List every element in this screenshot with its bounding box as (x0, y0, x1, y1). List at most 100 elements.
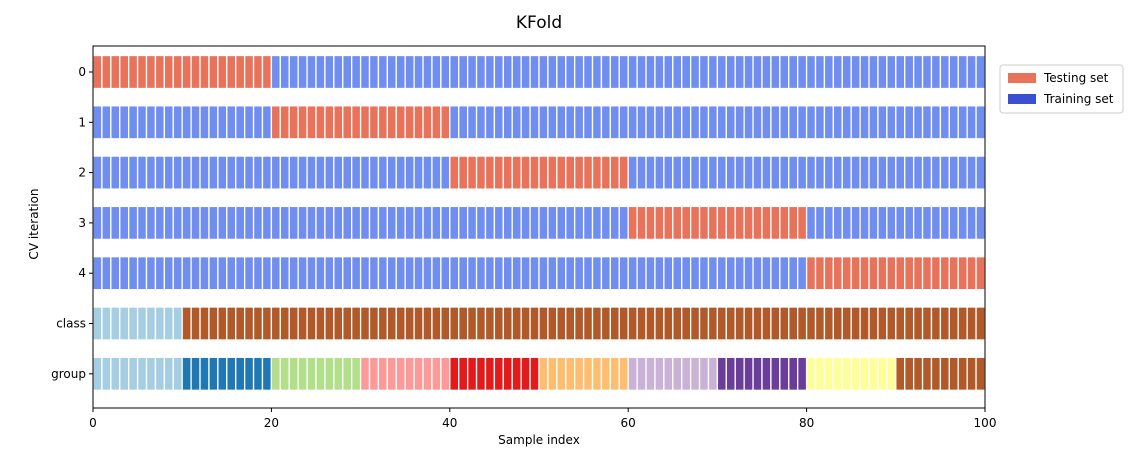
sample-bar-0-41 (458, 54, 469, 90)
sample-bar-group-8 (163, 356, 174, 391)
sample-bar-3-41 (458, 205, 469, 241)
sample-bar-3-50 (538, 205, 549, 241)
sample-bar-3-9 (172, 205, 183, 241)
sample-bar-3-46 (502, 205, 513, 241)
sample-bar-3-92 (912, 205, 924, 241)
sample-bar-4-92 (912, 256, 924, 291)
sample-bar-4-84 (841, 256, 852, 291)
sample-bar-group-57 (600, 356, 612, 391)
sample-bar-4-71 (725, 256, 736, 291)
sample-bar-4-2 (110, 256, 121, 291)
sample-bar-3-15 (226, 205, 237, 241)
sample-bar-3-49 (529, 205, 540, 241)
sample-bar-class-64 (663, 306, 674, 341)
sample-bar-2-31 (368, 155, 380, 190)
sample-bar-group-97 (957, 356, 968, 391)
sample-bar-group-42 (466, 356, 478, 391)
sample-bar-1-88 (877, 105, 888, 140)
sample-bar-class-60 (627, 306, 638, 341)
sample-bar-4-77 (779, 256, 790, 291)
sample-bar-group-19 (261, 356, 273, 391)
sample-bar-class-30 (359, 306, 371, 341)
legend-label-training: Training set (1043, 92, 1114, 106)
sample-bar-class-22 (288, 306, 299, 341)
sample-bar-class-91 (904, 306, 915, 341)
sample-bar-1-40 (449, 105, 460, 140)
sample-bar-4-99 (975, 256, 986, 291)
sample-bar-4-39 (440, 256, 451, 291)
sample-bar-class-65 (672, 306, 683, 341)
sample-bar-2-64 (663, 155, 674, 190)
sample-bar-3-4 (128, 205, 139, 241)
sample-bar-group-2 (110, 356, 121, 391)
sample-bar-0-49 (529, 54, 540, 90)
sample-bar-group-6 (145, 356, 157, 391)
sample-bar-class-4 (128, 306, 139, 341)
sample-bar-class-48 (520, 306, 531, 341)
sample-bar-class-45 (493, 306, 504, 341)
sample-bar-4-66 (681, 256, 692, 291)
sample-bar-group-59 (618, 356, 629, 391)
sample-bar-2-46 (502, 155, 513, 190)
sample-bar-3-69 (707, 205, 719, 241)
sample-bar-0-80 (805, 54, 817, 90)
sample-bar-class-32 (377, 306, 389, 341)
sample-bar-3-54 (574, 205, 585, 241)
sample-bar-3-81 (814, 205, 826, 241)
sample-bar-group-77 (779, 356, 790, 391)
sample-bar-group-90 (895, 356, 906, 391)
sample-bar-4-85 (850, 256, 861, 291)
sample-bar-1-81 (814, 105, 826, 140)
sample-bar-group-96 (948, 356, 959, 391)
sample-bar-3-59 (618, 205, 629, 241)
sample-bar-4-24 (306, 256, 317, 291)
sample-bar-0-36 (413, 54, 424, 90)
sample-bar-class-23 (297, 306, 308, 341)
sample-bar-class-0 (92, 306, 103, 341)
y-tick-label-3: 3 (78, 216, 86, 230)
sample-bar-3-45 (493, 205, 504, 241)
sample-bar-3-29 (351, 205, 362, 241)
sample-bar-0-6 (145, 54, 157, 90)
sample-bar-class-70 (716, 306, 727, 341)
sample-bar-2-82 (823, 155, 835, 190)
sample-bar-group-66 (681, 356, 692, 391)
sample-bar-4-62 (645, 256, 656, 291)
sample-bar-0-4 (128, 54, 139, 90)
sample-bar-group-85 (850, 356, 861, 391)
sample-bar-group-51 (547, 356, 558, 391)
sample-bar-4-41 (458, 256, 469, 291)
sample-bar-0-5 (136, 54, 148, 90)
sample-bar-group-4 (128, 356, 139, 391)
sample-bar-2-77 (779, 155, 790, 190)
sample-bar-group-68 (698, 356, 710, 391)
sample-bar-class-55 (582, 306, 594, 341)
sample-bar-2-78 (788, 155, 799, 190)
sample-bar-4-6 (145, 256, 157, 291)
sample-bar-0-19 (261, 54, 273, 90)
sample-bar-class-93 (921, 306, 933, 341)
sample-bar-1-96 (948, 105, 959, 140)
sample-bar-2-49 (529, 155, 540, 190)
sample-bar-4-57 (600, 256, 612, 291)
sample-bar-class-95 (939, 306, 950, 341)
sample-bar-3-30 (359, 205, 371, 241)
sample-bar-class-49 (529, 306, 540, 341)
sample-bar-0-37 (422, 54, 433, 90)
sample-bar-4-60 (627, 256, 638, 291)
sample-bar-group-49 (529, 356, 540, 391)
sample-bar-1-26 (324, 105, 335, 140)
sample-bar-class-85 (850, 306, 861, 341)
sample-bar-3-43 (475, 205, 487, 241)
sample-bar-group-70 (716, 356, 727, 391)
sample-bar-0-28 (342, 54, 353, 90)
sample-bar-4-80 (805, 256, 817, 291)
sample-bar-group-45 (493, 356, 504, 391)
sample-bar-0-74 (752, 54, 763, 90)
sample-bar-1-11 (190, 105, 201, 140)
x-axis-ticks: 0 20 40 60 80 100 (89, 408, 996, 430)
sample-bar-1-58 (609, 105, 620, 140)
sample-bar-2-20 (270, 155, 281, 190)
sample-bar-3-56 (591, 205, 603, 241)
x-axis-label: Sample index (498, 433, 580, 447)
